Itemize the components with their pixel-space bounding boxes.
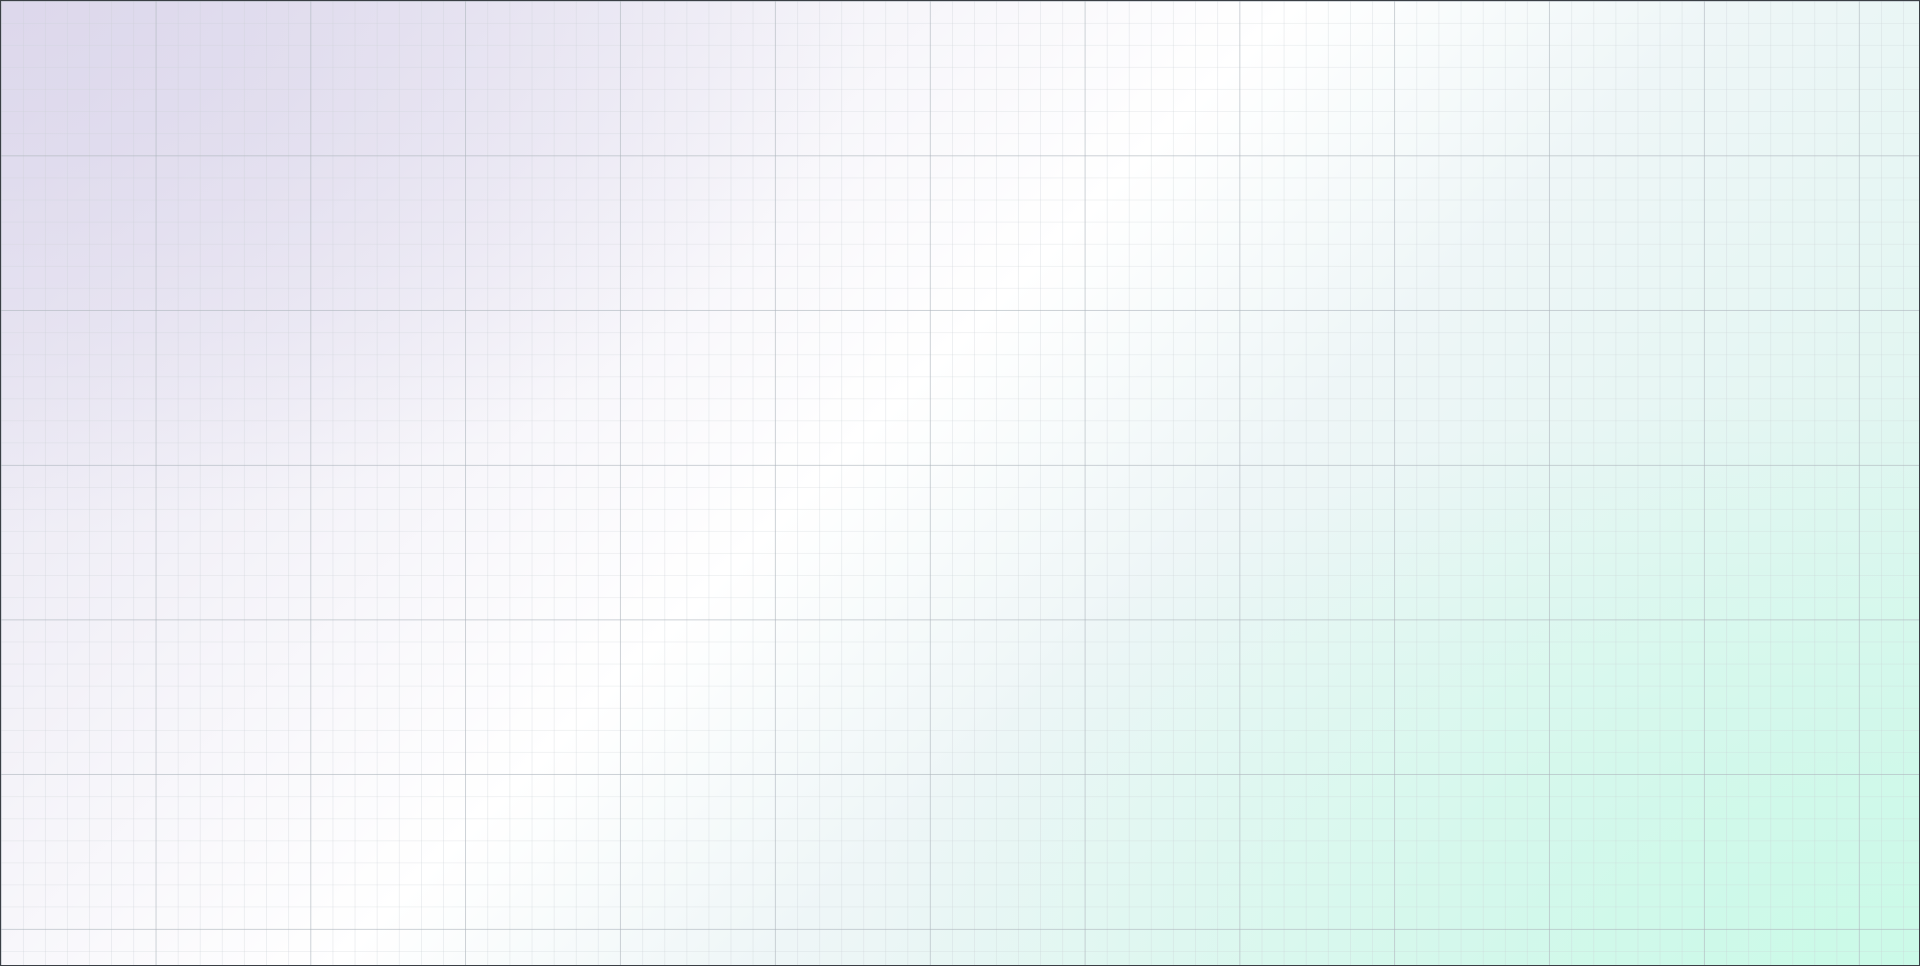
gradient-background xyxy=(1,1,1919,965)
grid-canvas xyxy=(0,0,1920,966)
